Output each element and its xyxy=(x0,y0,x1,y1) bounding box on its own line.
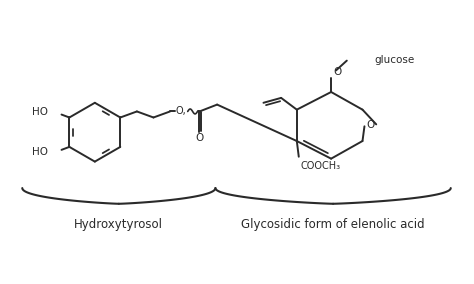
Text: O: O xyxy=(195,133,204,143)
Text: O: O xyxy=(333,67,341,77)
Text: O: O xyxy=(366,120,374,130)
Text: HO: HO xyxy=(32,106,48,117)
Text: glucose: glucose xyxy=(374,55,414,65)
Text: Hydroxytyrosol: Hydroxytyrosol xyxy=(74,218,163,231)
Text: O,: O, xyxy=(176,106,187,116)
Text: HO: HO xyxy=(32,147,48,157)
Text: Glycosidic form of elenolic acid: Glycosidic form of elenolic acid xyxy=(241,218,425,231)
Text: COOCH₃: COOCH₃ xyxy=(300,160,340,170)
